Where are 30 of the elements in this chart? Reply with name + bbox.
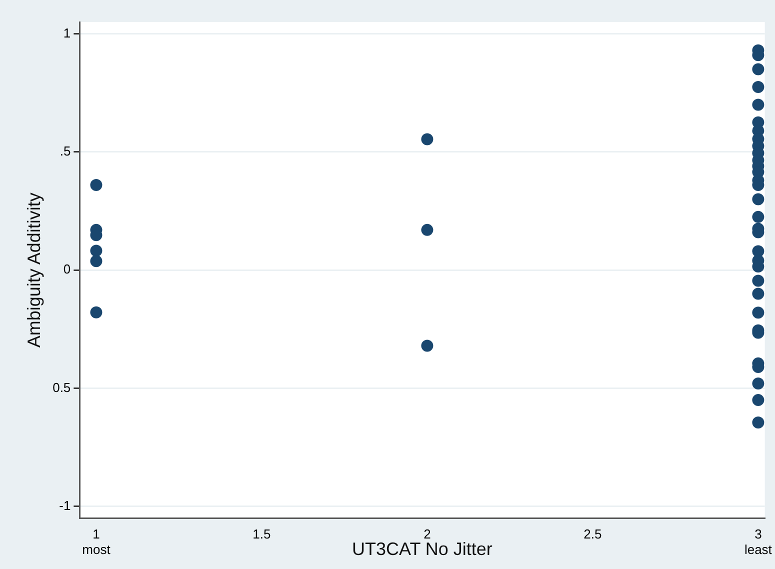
point — [90, 244, 102, 257]
point — [421, 133, 434, 146]
y-tick-label: -1 — [59, 498, 71, 513]
point — [752, 394, 764, 406]
point — [752, 288, 764, 300]
point — [421, 340, 434, 352]
x-tick-label: 3 least — [744, 526, 772, 558]
point — [752, 63, 764, 76]
x-tick-label: 2 — [424, 526, 431, 542]
y-axis-title: Ambiguity Additivity — [24, 192, 44, 348]
point — [90, 255, 102, 268]
y-tick-label: 1 — [63, 25, 71, 40]
point — [752, 80, 764, 93]
point — [752, 210, 764, 223]
point — [752, 193, 764, 206]
x-axis-title: UT3CAT No Jitter — [352, 539, 492, 560]
point — [752, 306, 764, 319]
y-tick-label: .5 — [60, 144, 71, 159]
point — [90, 179, 102, 192]
point — [752, 378, 764, 390]
y-tick-label: 0.5 — [52, 380, 71, 395]
point — [752, 274, 764, 287]
point — [752, 416, 764, 429]
y-tick-label: 0 — [63, 262, 71, 277]
x-tick-label: 1 most — [82, 526, 111, 558]
point — [421, 224, 434, 236]
x-tick-label: 1.5 — [252, 526, 271, 542]
point — [90, 306, 102, 318]
x-tick-label: 2.5 — [584, 526, 602, 542]
point — [752, 98, 764, 111]
